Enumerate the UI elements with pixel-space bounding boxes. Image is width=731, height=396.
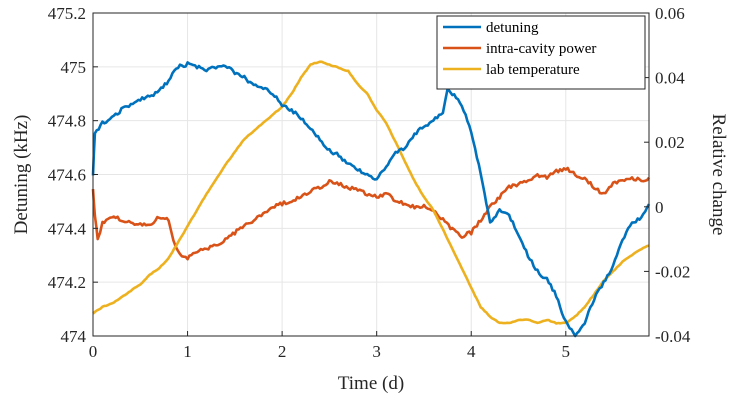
x-tick-label: 0	[89, 342, 98, 361]
y-axis-right-title: Relative change	[708, 114, 729, 236]
series-line-intra-cavity-power	[91, 166, 651, 261]
legend-label: lab temperature	[486, 62, 580, 78]
y-right-tick-label: 0.04	[655, 69, 685, 88]
legend-label: detuning	[486, 20, 539, 36]
legend: detuning intra-cavity power lab temperatur…	[436, 15, 646, 90]
axis-ticks: 0 1 2 3 4 5 474 474.2 474.4 474.6 474.8 475 475.2 -0.…	[48, 4, 691, 361]
x-tick-label: 4	[467, 342, 476, 361]
y-right-tick-label: -0.04	[655, 327, 691, 346]
y-left-tick-label: 475.2	[48, 4, 86, 23]
y-right-tick-label: -0.02	[655, 262, 690, 281]
y-left-tick-label: 474	[61, 327, 87, 346]
y-left-tick-label: 474.4	[48, 219, 87, 238]
y-left-tick-label: 475	[61, 58, 87, 77]
y-axis-left-title: Detuning (kHz)	[11, 115, 32, 235]
y-left-tick-label: 474.2	[48, 273, 86, 292]
y-right-tick-label: 0.06	[655, 4, 685, 23]
x-tick-label: 2	[278, 342, 287, 361]
x-tick-label: 3	[372, 342, 381, 361]
y-left-tick-label: 474.8	[48, 112, 86, 131]
y-right-tick-label: 0	[655, 198, 664, 217]
legend-label: intra-cavity power	[486, 41, 596, 57]
series-line-lab-temperature	[92, 60, 650, 325]
x-axis-title: Time (d)	[338, 373, 404, 394]
series-lines	[91, 60, 651, 338]
y-right-tick-label: 0.02	[655, 133, 685, 152]
y-left-tick-label: 474.6	[48, 166, 86, 185]
x-tick-label: 5	[562, 342, 571, 361]
x-tick-label: 1	[183, 342, 192, 361]
series-line-detuning	[91, 61, 651, 338]
